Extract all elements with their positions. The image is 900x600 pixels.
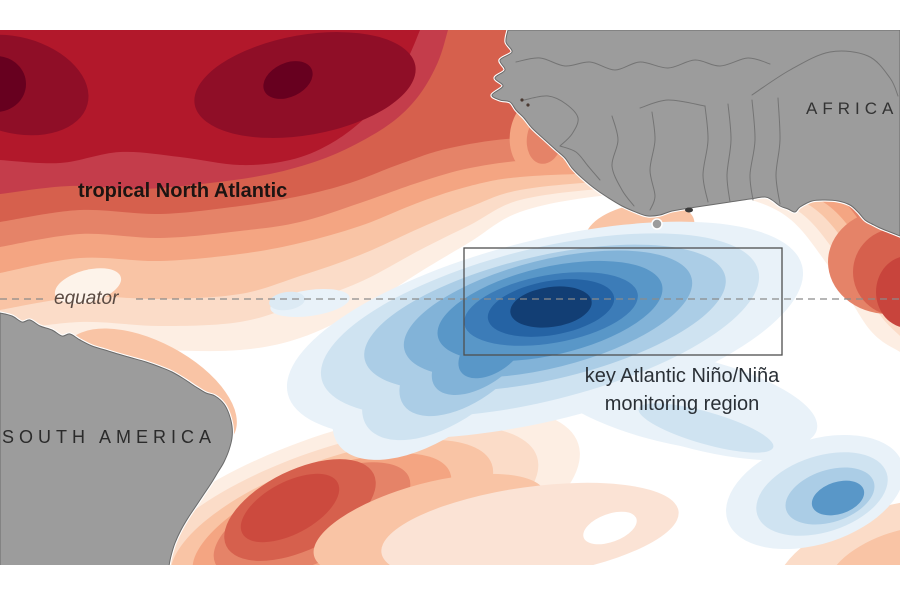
monitoring-region-box [463,247,783,356]
landmasses [0,30,900,565]
coastal-islet [685,207,693,213]
south-america-landmass [0,312,233,565]
bijagos-islet [526,103,530,107]
gulf-island [651,218,663,230]
country-borders [515,50,899,211]
bijagos-islet [520,98,524,102]
africa-landmass [491,30,900,237]
